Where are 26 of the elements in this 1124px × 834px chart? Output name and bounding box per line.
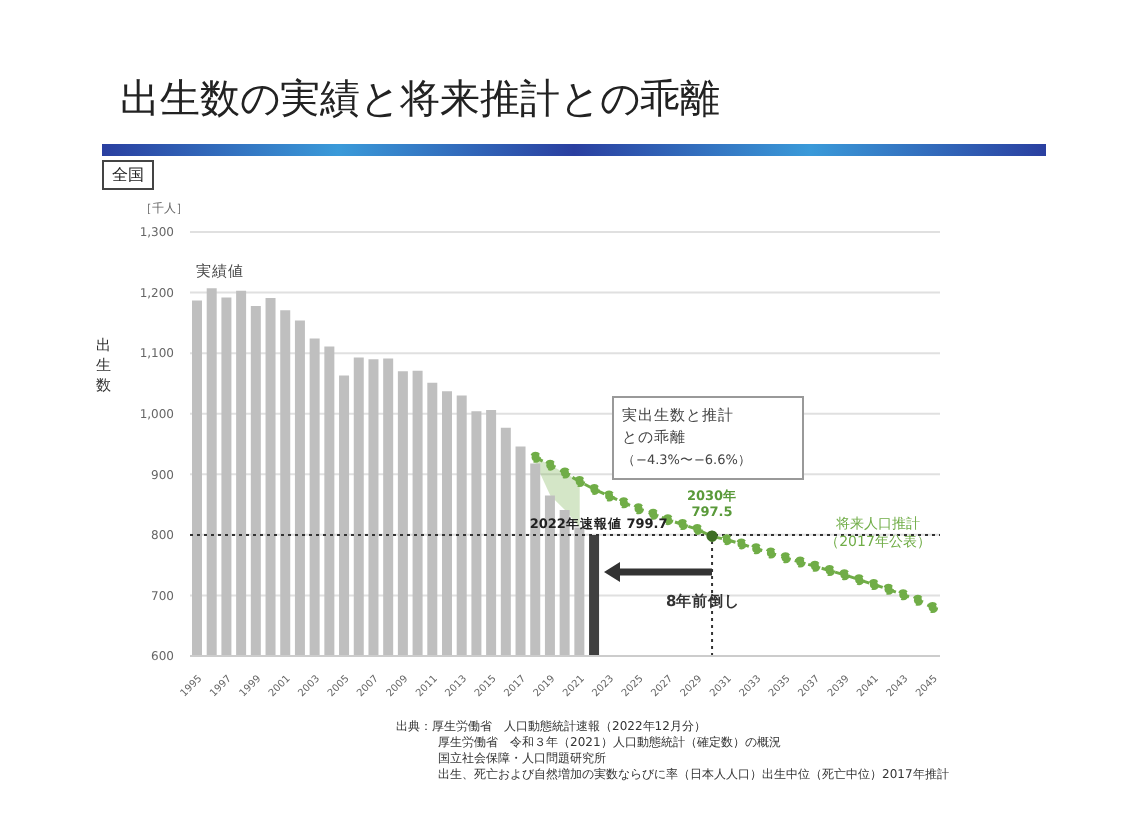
chart-subtitle: 全国 (102, 160, 154, 190)
point (897, 589, 909, 601)
point (912, 594, 924, 606)
point (824, 565, 836, 577)
point (765, 547, 777, 559)
point (618, 497, 630, 509)
point (691, 523, 703, 535)
point (927, 602, 939, 614)
point (883, 583, 895, 595)
point (530, 451, 542, 463)
point (603, 490, 615, 502)
chart-title: 出生数の実績と将来推計との乖離 (120, 72, 720, 126)
point (809, 560, 821, 572)
point (633, 503, 645, 515)
point (721, 534, 733, 546)
point (559, 467, 571, 479)
point (853, 574, 865, 586)
point (574, 476, 586, 488)
point (868, 579, 880, 591)
point (544, 459, 556, 471)
point (780, 552, 792, 564)
point (794, 556, 806, 568)
point (677, 519, 689, 531)
point (735, 538, 747, 550)
point (750, 543, 762, 555)
point (838, 569, 850, 581)
